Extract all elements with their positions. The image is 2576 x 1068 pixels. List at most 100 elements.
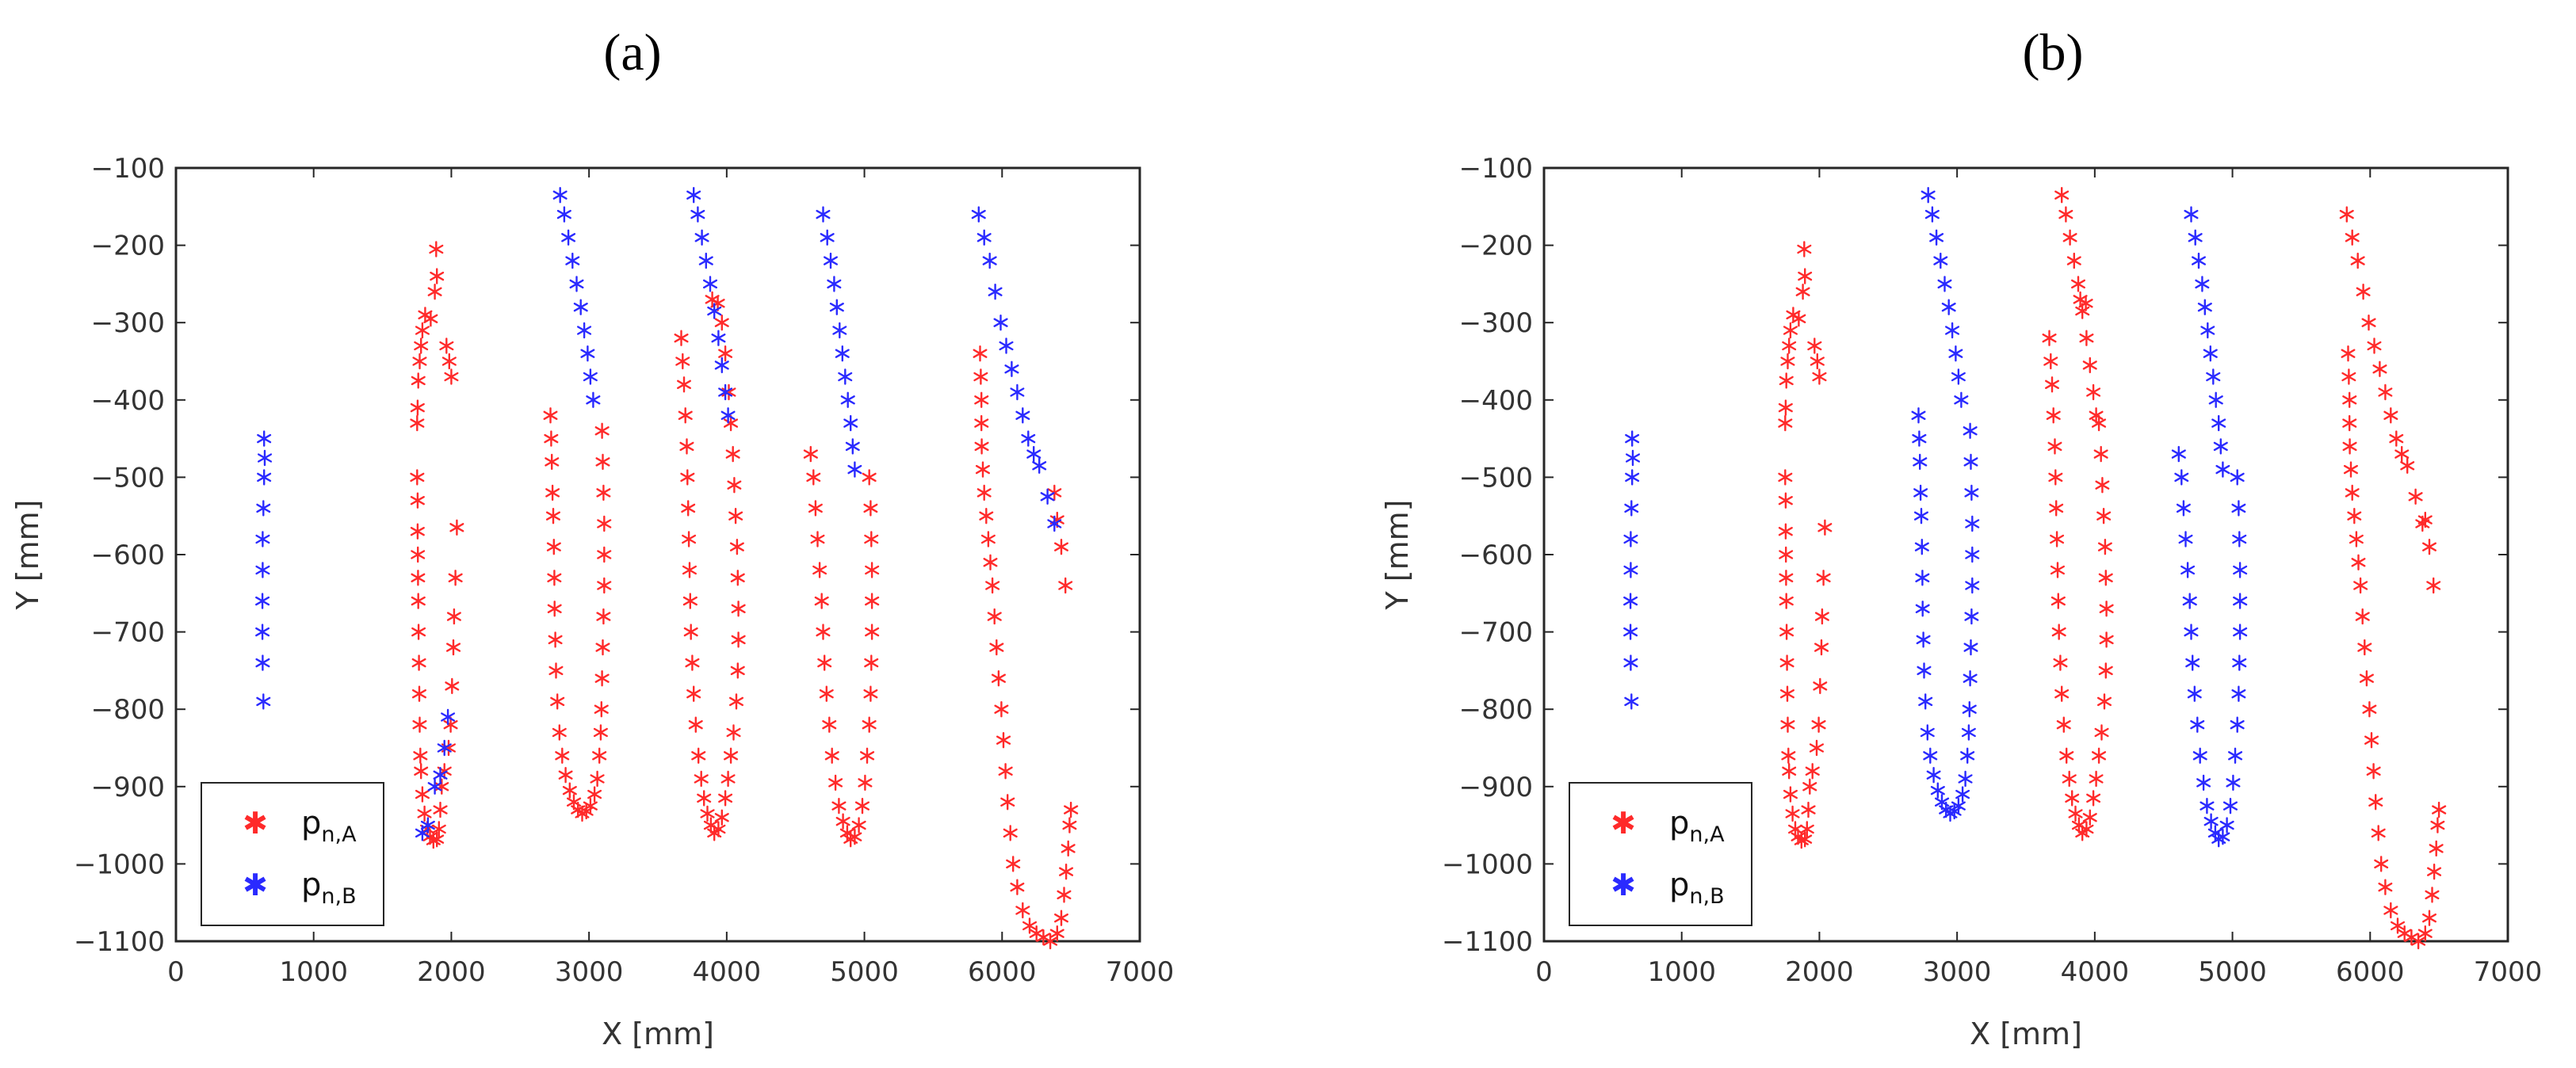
panel-a-x-tick-label: 4000 (693, 956, 762, 988)
panel-b-point-pn-b (2231, 685, 2246, 702)
panel-a-point-pn-a (724, 747, 739, 764)
panel-b-point-pn-b (2226, 774, 2241, 791)
panel-b-point-pn-a (1811, 716, 1826, 733)
panel-a-point-pn-a (411, 685, 426, 702)
panel-b-point-pn-b (2176, 500, 2191, 517)
panel-b-point-pn-b (2200, 322, 2215, 339)
panel-b-point-pn-a (2056, 716, 2071, 733)
panel-a-y-tick-label: −300 (91, 307, 165, 339)
panel-b-point-pn-a (2342, 438, 2357, 455)
panel-b-point-pn-b (1915, 601, 1930, 617)
panel-b-point-pn-b (1913, 508, 1929, 524)
panel-a-point-pn-a (1010, 879, 1025, 895)
panel-a-point-pn-a (1053, 910, 1069, 926)
panel-a-ticks: 0 1000 2000 3000 4000 5000 6000 7000 −100 −200 −30… (74, 153, 1174, 988)
panel-b-point-pn-a (2091, 747, 2107, 764)
panel-b-point-pn-b (1955, 786, 1970, 803)
panel-b-point-pn-b (1963, 422, 1978, 439)
panel-b-point-pn-a (2043, 353, 2058, 370)
panel-a-point-pn-a (851, 817, 866, 833)
panel-a-point-pn-b (703, 276, 717, 292)
panel-a-point-pn-a (558, 767, 573, 784)
panel-a-point-pn-a (678, 407, 693, 424)
panel-a-point-pn-b (827, 276, 842, 292)
panel-a-point-pn-a (449, 519, 464, 536)
panel-a-point-pn-a (685, 654, 700, 671)
panel-b-point-pn-a (1801, 801, 1816, 818)
panel-a-point-pn-b (256, 500, 271, 517)
panel-a-legend-marker-b: ✱ (243, 868, 268, 902)
panel-a-point-pn-a (729, 539, 744, 555)
panel-b-point-pn-b (2233, 593, 2248, 609)
panel-a-point-pn-a (714, 809, 729, 826)
panel-a-point-pn-a (718, 790, 733, 807)
panel-b-point-pn-a (2086, 383, 2101, 401)
panel-a-point-pn-b (1004, 360, 1019, 377)
panel-a-x-tick-label: 6000 (968, 956, 1037, 988)
panel-b-point-pn-a (2361, 315, 2376, 331)
panel-b-point-pn-b (1963, 639, 1978, 656)
panel-b-point-pn-a (2351, 554, 2366, 570)
panel-b-y-tick-label: −1000 (1442, 849, 1533, 880)
panel-b-point-pn-a (2062, 770, 2077, 788)
panel-b-y-tick-label: −300 (1459, 307, 1533, 339)
panel-a-point-pn-a (417, 805, 432, 822)
panel-a-point-pn-a (973, 368, 988, 385)
panel-a-point-pn-b (255, 654, 270, 671)
panel-a-point-pn-a (546, 539, 561, 555)
panel-b-point-pn-a (2065, 790, 2080, 807)
panel-b-point-pn-a (2051, 624, 2066, 640)
panel-a-point-pn-a (1000, 794, 1015, 811)
panel-a-point-pn-a (682, 531, 697, 547)
panel-b-point-pn-b (2233, 562, 2248, 578)
panel-a-point-pn-a (1053, 539, 1069, 555)
panel-a-point-pn-a (730, 662, 745, 679)
panel-b-legend-label-a-main: p (1669, 805, 1689, 841)
panel-b-point-pn-a (1778, 469, 1793, 486)
panel-a-point-pn-a (414, 338, 429, 354)
panel-b-point-pn-b (1933, 252, 1948, 269)
panel-b-x-tick-label: 4000 (2061, 956, 2130, 988)
panel-b-point-pn-b (1951, 798, 1966, 814)
panel-b-point-pn-a (2345, 229, 2360, 246)
panel-a-point-pn-a (700, 805, 715, 822)
panel-a-point-pn-a (862, 716, 877, 733)
panel-a-point-pn-b (1047, 515, 1062, 532)
panel-a-point-pn-a (824, 747, 839, 764)
panel-b-series-pn-a (1778, 186, 2447, 950)
panel-a-point-pn-a (675, 353, 690, 370)
panel-b-point-pn-b (1964, 608, 1979, 625)
panel-a-point-pn-a (431, 821, 446, 837)
panel-a-point-pn-b (707, 303, 722, 319)
panel-a-y-tick-label: −800 (91, 694, 165, 726)
panel-b-point-pn-a (2070, 276, 2086, 292)
panel-a-point-pn-a (822, 716, 837, 733)
panel-b-point-pn-a (2421, 910, 2437, 926)
panel-b-x-tick-label: 2000 (1785, 956, 1854, 988)
panel-a-point-pn-a (1061, 840, 1076, 857)
panel-b-point-pn-b (1965, 546, 1980, 563)
panel-b-point-pn-a (2383, 902, 2398, 919)
panel-a-point-pn-a (412, 716, 427, 733)
panel-a-point-pn-b (711, 330, 726, 346)
panel-a-point-pn-a (718, 345, 733, 362)
panel-b-point-pn-a (2426, 577, 2441, 594)
panel-a-point-pn-b (257, 430, 272, 447)
panel-a-legend-box (201, 782, 384, 926)
panel-a-point-pn-b (556, 206, 571, 223)
panel-a-point-pn-a (989, 639, 1004, 656)
panel-a-point-pn-a (727, 477, 742, 494)
panel-a-x-tick-label: 3000 (555, 956, 624, 988)
panel-b-point-pn-a (2389, 430, 2404, 447)
panel-b-point-pn-a (2366, 763, 2381, 780)
panel-b-point-pn-a (2042, 330, 2057, 346)
panel-a-y-tick-label: −100 (91, 153, 165, 185)
panel-a-point-pn-a (803, 445, 818, 463)
panel-a-point-pn-b (718, 383, 733, 401)
panel-a-point-pn-b (714, 357, 729, 374)
panel-a-point-pn-a (682, 593, 698, 609)
panel-b-point-pn-a (2047, 438, 2062, 455)
panel-a-point-pn-a (543, 407, 558, 424)
panel-b-point-pn-a (2096, 693, 2112, 710)
